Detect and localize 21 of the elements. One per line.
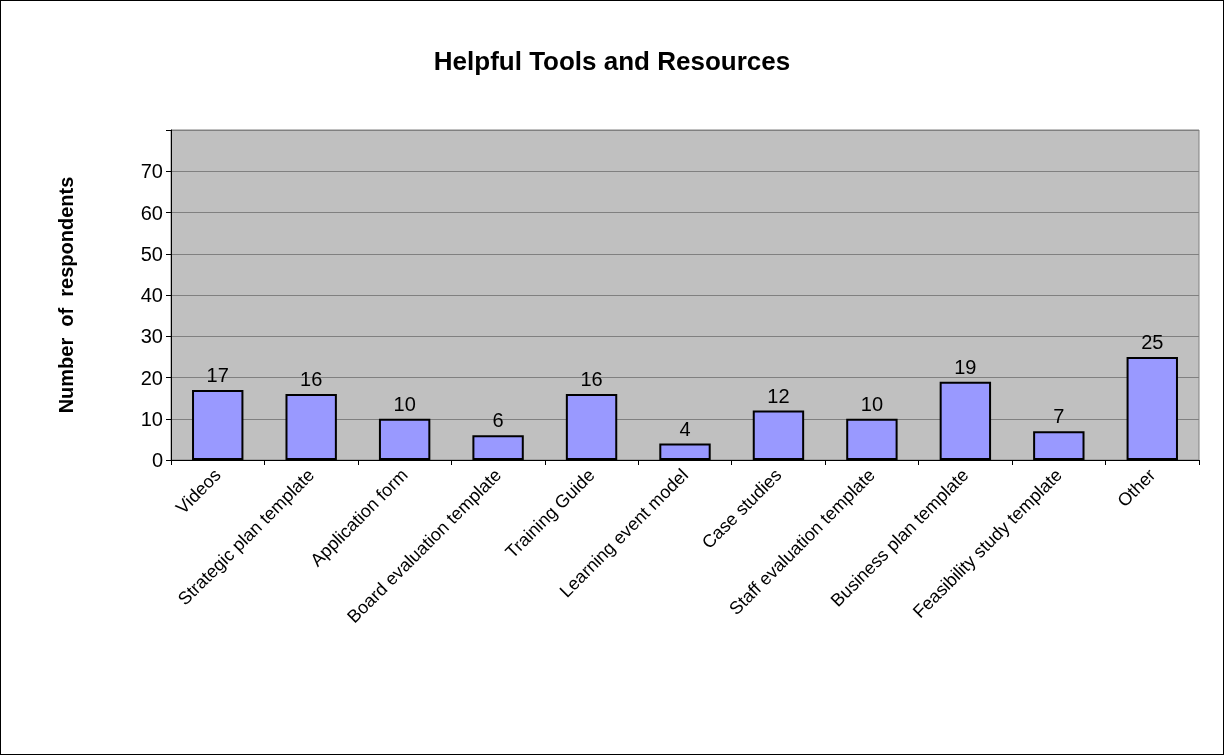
data-label: 7 [1053,405,1065,428]
y-tick-label: 60 [140,201,163,224]
y-tick-label: 70 [140,160,163,183]
data-label: 4 [679,417,691,440]
data-label: 16 [580,368,603,390]
data-label: 17 [206,363,229,386]
data-label: 10 [393,392,416,415]
y-tick-label: 10 [140,407,163,430]
y-tick-label: 30 [140,325,163,348]
data-label: 16 [300,368,323,390]
y-tick-label: 20 [140,366,163,389]
data-label: 6 [492,409,504,432]
y-tick-label: 40 [140,284,163,306]
y-tick-label: 50 [140,242,163,265]
y-tick-label: 0 [151,449,163,471]
data-label: 10 [860,392,884,415]
data-label: 19 [954,355,977,378]
data-label: 25 [1141,330,1164,353]
data-label: 12 [767,384,790,407]
y-axis-title: Number of respondents [55,176,77,414]
chart-title: Helpful Tools and Resources [433,46,791,76]
